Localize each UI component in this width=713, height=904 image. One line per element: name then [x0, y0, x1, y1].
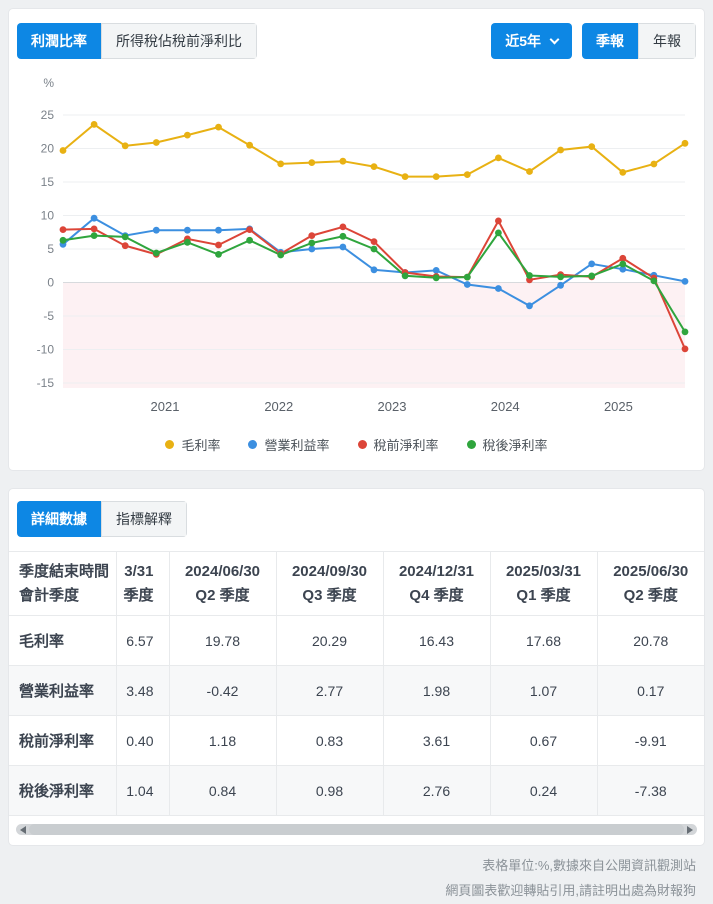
scroll-right-arrow-icon[interactable] — [687, 825, 693, 834]
chart-legend: 毛利率 營業利益率 稅前淨利率 稅後淨利率 — [9, 435, 704, 454]
table-cell: 3.48 — [116, 665, 170, 716]
legend-dot-icon — [466, 440, 476, 449]
column-header: 3/31 季度 — [116, 551, 170, 616]
column-header: 2024/09/30 Q3 季度 — [276, 551, 384, 616]
detail-tabs: 詳細數據 指標解釋 — [17, 501, 187, 537]
horizontal-scrollbar[interactable] — [16, 824, 697, 835]
report-type-toggle: 季報 年報 — [582, 23, 696, 59]
chart-controls: 近5年 季報 年報 — [491, 23, 696, 59]
data-table-container[interactable]: 季度結束時間 會計季度 3/31 季度 2024/06/30 Q2 季度 2024/09/3… — [9, 551, 704, 816]
table-cell: 17.68 — [490, 615, 598, 666]
svg-text:%: % — [43, 76, 54, 90]
legend-dot-icon — [165, 440, 175, 449]
svg-text:25: 25 — [41, 108, 55, 122]
table-cell: -7.38 — [597, 765, 704, 816]
svg-text:20: 20 — [41, 142, 55, 156]
row-label: 營業利益率 — [9, 665, 117, 716]
svg-text:2022: 2022 — [264, 399, 293, 414]
legend-item-1[interactable]: 營業利益率 — [248, 435, 330, 454]
table-cell: 6.57 — [116, 615, 170, 666]
chart-card: 利潤比率 所得稅佔稅前淨利比 近5年 季報 年報 25 20 15 10 5 0 -5 -10… — [8, 8, 705, 471]
svg-text:0: 0 — [47, 276, 54, 290]
tab-profit-ratio[interactable]: 利潤比率 — [17, 23, 101, 59]
table-cell: 2.77 — [276, 665, 384, 716]
detail-card: 詳細數據 指標解釋 季度結束時間 會計季度 3/31 季度 2024/06/30 Q2 季… — [8, 488, 705, 846]
svg-text:15: 15 — [41, 175, 55, 189]
svg-text:10: 10 — [41, 209, 55, 223]
svg-text:-10: -10 — [37, 343, 55, 357]
table-row: 營業利益率 3.48 -0.42 2.77 1.98 1.07 0.17 — [9, 665, 704, 716]
tab-detailed-data[interactable]: 詳細數據 — [17, 501, 101, 537]
column-header: 2025/06/30 Q2 季度 — [597, 551, 704, 616]
table-cell: -0.42 — [169, 665, 277, 716]
annual-report-button[interactable]: 年報 — [638, 23, 696, 59]
row-label: 稅前淨利率 — [9, 715, 117, 766]
legend-dot-icon — [248, 440, 258, 449]
table-cell: 20.78 — [597, 615, 704, 666]
table-cell: 0.84 — [169, 765, 277, 816]
table-cell: 20.29 — [276, 615, 384, 666]
footer-line-1: 表格單位:%,數據來自公開資訊觀測站 — [482, 858, 696, 873]
table-cell: 0.40 — [116, 715, 170, 766]
table-cell: 19.78 — [169, 615, 277, 666]
legend-label: 稅前淨利率 — [373, 438, 439, 453]
svg-text:2025: 2025 — [604, 399, 633, 414]
row-label: 稅後淨利率 — [9, 765, 117, 816]
svg-text:2021: 2021 — [151, 399, 180, 414]
profit-margin-line-chart[interactable]: 25 20 15 10 5 0 -5 -10 -15% 2021 2022 2023 2024 2025 — [9, 73, 704, 419]
column-header: 2024/12/31 Q4 季度 — [383, 551, 491, 616]
footer-line-2: 網頁圖表歡迎轉貼引用,請註明出處為財報狗 — [445, 883, 696, 899]
table-cell: 16.43 — [383, 615, 491, 666]
table-cell: 1.04 — [116, 765, 170, 816]
table-cell: -9.91 — [597, 715, 704, 766]
column-header: 2025/03/31 Q1 季度 — [490, 551, 598, 616]
table-cell: 1.07 — [490, 665, 598, 716]
period-dropdown-label: 近5年 — [505, 33, 541, 49]
scrollbar-thumb[interactable] — [29, 824, 684, 835]
period-dropdown[interactable]: 近5年 — [491, 23, 572, 59]
table-cell: 3.61 — [383, 715, 491, 766]
table-cell: 2.76 — [383, 765, 491, 816]
legend-item-3[interactable]: 稅後淨利率 — [466, 435, 548, 454]
chevron-down-icon — [549, 34, 560, 44]
quarterly-report-button[interactable]: 季報 — [582, 23, 638, 59]
metric-tabs: 利潤比率 所得稅佔稅前淨利比 — [17, 23, 257, 59]
svg-text:2024: 2024 — [491, 399, 520, 414]
row-label: 毛利率 — [9, 615, 117, 666]
page: { "colors": { "accent": "#0d87e4", "page… — [0, 8, 713, 903]
chart-toolbar: 利潤比率 所得稅佔稅前淨利比 近5年 季報 年報 — [9, 23, 704, 59]
legend-label: 營業利益率 — [264, 438, 330, 453]
table-row: 稅後淨利率 1.04 0.84 0.98 2.76 0.24 -7.38 — [9, 765, 704, 816]
legend-label: 毛利率 — [181, 438, 221, 453]
table-cell: 0.83 — [276, 715, 384, 766]
legend-item-2[interactable]: 稅前淨利率 — [357, 435, 439, 454]
table-cell: 0.24 — [490, 765, 598, 816]
svg-text:2023: 2023 — [378, 399, 407, 414]
svg-text:5: 5 — [47, 242, 54, 256]
table-corner-header: 季度結束時間 會計季度 — [9, 551, 117, 616]
table-cell: 0.67 — [490, 715, 598, 766]
table-cell: 0.17 — [597, 665, 704, 716]
table-cell: 1.18 — [169, 715, 277, 766]
data-table: 季度結束時間 會計季度 3/31 季度 2024/06/30 Q2 季度 2024/09/3… — [9, 551, 704, 816]
legend-dot-icon — [357, 440, 367, 449]
table-row: 毛利率 6.57 19.78 20.29 16.43 17.68 20.78 — [9, 615, 704, 666]
footer-note: 表格單位:%,數據來自公開資訊觀測站 網頁圖表歡迎轉貼引用,請註明出處為財報狗 — [0, 846, 713, 904]
legend-item-0[interactable]: 毛利率 — [165, 435, 220, 454]
tab-indicator-explanation[interactable]: 指標解釋 — [101, 501, 187, 537]
table-row: 稅前淨利率 0.40 1.18 0.83 3.61 0.67 -9.91 — [9, 715, 704, 766]
legend-label: 稅後淨利率 — [482, 438, 548, 453]
tab-income-tax-to-pretax-ratio[interactable]: 所得稅佔稅前淨利比 — [101, 23, 257, 59]
svg-text:-15: -15 — [37, 376, 55, 390]
table-cell: 1.98 — [383, 665, 491, 716]
table-cell: 0.98 — [276, 765, 384, 816]
column-header: 2024/06/30 Q2 季度 — [169, 551, 277, 616]
svg-text:-5: -5 — [43, 309, 54, 323]
scroll-left-arrow-icon[interactable] — [20, 825, 26, 834]
